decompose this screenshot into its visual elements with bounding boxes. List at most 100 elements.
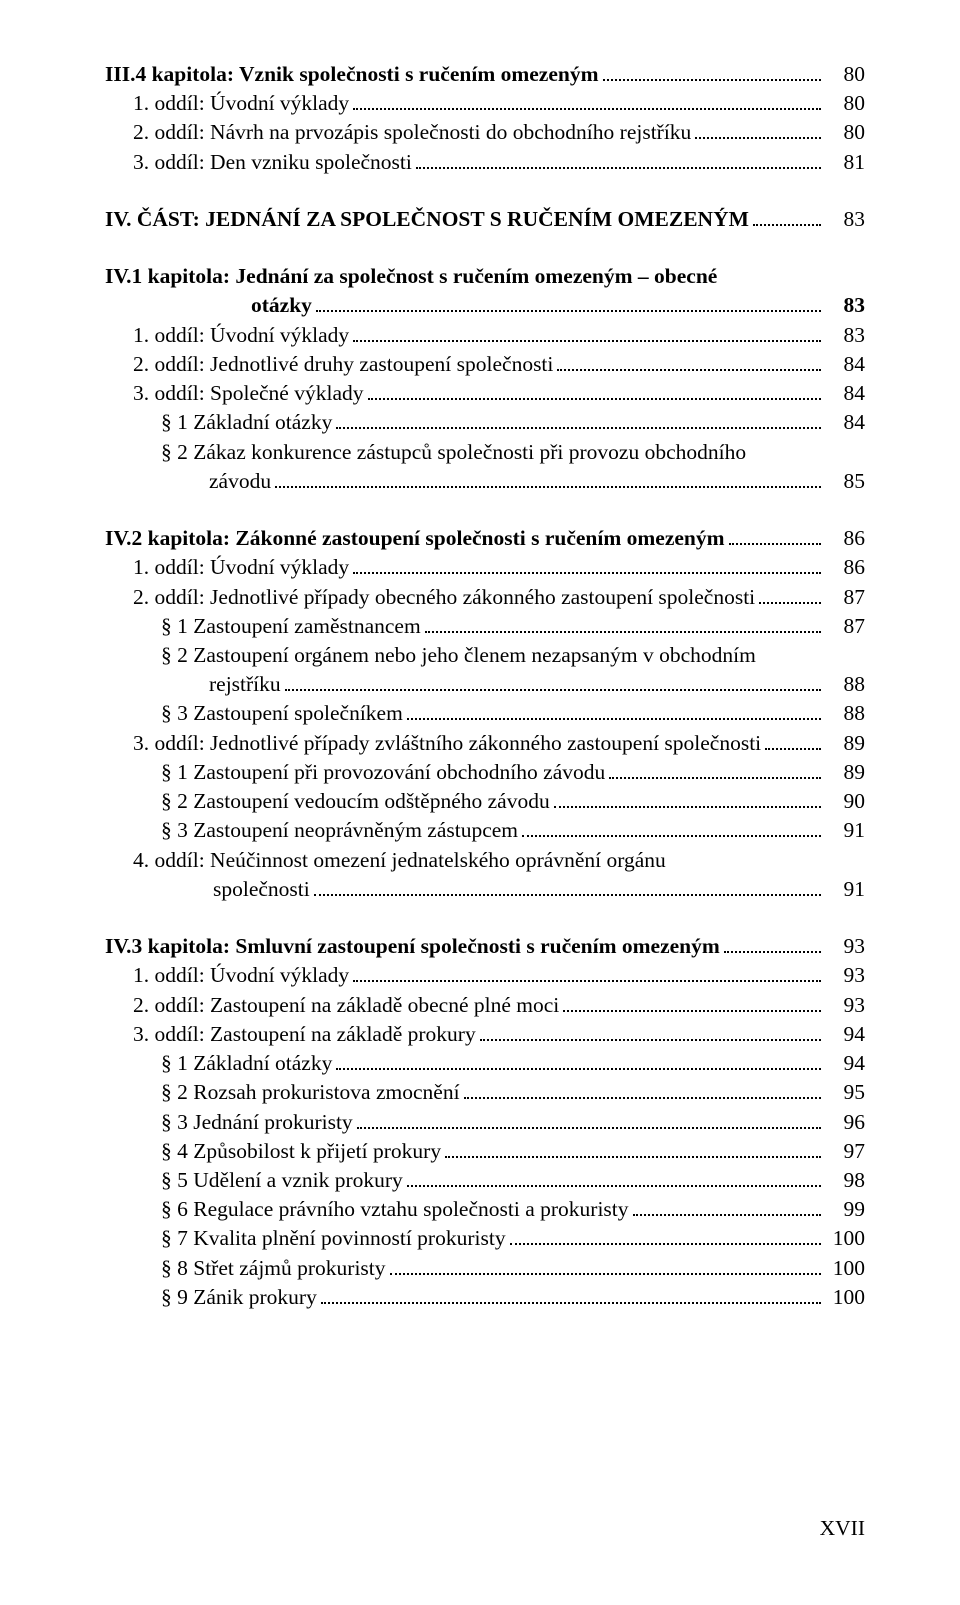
toc-page-number: 88 [825,670,865,699]
toc-subentry-label: § 1 Základní otázky [161,408,332,437]
toc-part-heading: IV. ČÁST: JEDNÁNÍ ZA SPOLEČNOST S RUČENÍ… [105,205,865,234]
toc-entry-label-cont: společnosti [213,875,310,904]
toc-subentry: § 3 Zastoupení společníkem 88 [105,699,865,728]
toc-subentry: § 1 Zastoupení při provozování obchodníh… [105,758,865,787]
toc-entry-label: 2. oddíl: Návrh na prvozápis společnosti… [133,118,691,147]
toc-entry-label: 1. oddíl: Úvodní výklady [133,89,349,118]
toc-dots [357,1109,821,1128]
toc-entry-label: 1. oddíl: Úvodní výklady [133,961,349,990]
toc-dots [480,1022,821,1041]
toc-dots [445,1139,821,1158]
toc-subentry-label: § 2 Zastoupení vedoucím odštěpného závod… [161,787,550,816]
toc-dots [321,1285,821,1304]
toc-entry: 3. oddíl: Jednotlivé případy zvláštního … [105,729,865,758]
toc-dots [522,818,821,837]
toc-dots [353,91,821,110]
toc-entry: 4. oddíl: Neúčinnost omezení jednatelské… [105,846,865,904]
toc-page-number: 100 [825,1224,865,1253]
toc-page-number: 85 [825,467,865,496]
toc-page-number: 91 [825,816,865,845]
toc-entry-label: 3. oddíl: Společné výklady [133,379,364,408]
toc-subentry-label: § 7 Kvalita plnění povinností prokuristy [161,1224,506,1253]
toc-entry: 2. oddíl: Jednotlivé případy obecného zá… [105,583,865,612]
toc-part-label: IV. ČÁST: JEDNÁNÍ ZA SPOLEČNOST S RUČENÍ… [105,205,749,234]
toc-page-number: 84 [825,408,865,437]
toc-subentry: § 2 Rozsah prokuristova zmocnění 95 [105,1078,865,1107]
toc-dots [316,293,821,312]
toc-subentry: § 9 Zánik prokury 100 [105,1283,865,1312]
toc-dots [353,322,821,341]
toc-page-number: 93 [825,991,865,1020]
toc-dots [695,120,821,139]
toc-subentry-label: § 3 Zastoupení neoprávněným zástupcem [161,816,518,845]
toc-dots [390,1255,821,1274]
toc-subentry-label: § 4 Způsobilost k přijetí prokury [161,1137,441,1166]
toc-entry-label: 1. oddíl: Úvodní výklady [133,321,349,350]
toc-subentry: § 2 Zastoupení vedoucím odštěpného závod… [105,787,865,816]
toc-subentry-label-cont: rejstříku [209,670,281,699]
toc-entry-label: 2. oddíl: Jednotlivé druhy zastoupení sp… [133,350,553,379]
toc-subentry: § 1 Základní otázky 94 [105,1049,865,1078]
toc-page-number: 86 [825,553,865,582]
toc-dots [336,1051,821,1070]
toc-page-number: 83 [825,291,865,320]
toc-subentry-label: § 6 Regulace právního vztahu společnosti… [161,1195,629,1224]
toc-page-number: 84 [825,350,865,379]
toc-page-number: 93 [825,961,865,990]
toc-page-number: 94 [825,1049,865,1078]
toc-heading-label: IV.3 kapitola: Smluvní zastoupení společ… [105,932,720,961]
toc-subentry: § 8 Střet zájmů prokuristy 100 [105,1254,865,1283]
toc-heading-label-cont: otázky [251,291,312,320]
toc-entry: 1. oddíl: Úvodní výklady 80 [105,89,865,118]
toc-dots [729,526,821,545]
toc-subentry: § 1 Základní otázky 84 [105,408,865,437]
toc-page-number: 80 [825,89,865,118]
toc-subentry-label: § 9 Zánik prokury [161,1283,317,1312]
toc-dots [314,877,821,896]
toc-page-number: 100 [825,1254,865,1283]
toc-entry-label: 2. oddíl: Zastoupení na základě obecné p… [133,991,559,1020]
toc-entry-label: 1. oddíl: Úvodní výklady [133,553,349,582]
toc-dots [554,789,821,808]
toc-dots [563,992,821,1011]
toc-dots [603,62,821,81]
toc-entry: 3. oddíl: Zastoupení na základě prokury … [105,1020,865,1049]
toc-entry: 2. oddíl: Jednotlivé druhy zastoupení sp… [105,350,865,379]
toc-entry: 3. oddíl: Společné výklady 84 [105,379,865,408]
toc-page-number: 97 [825,1137,865,1166]
toc-page-number: 94 [825,1020,865,1049]
toc-entry-label: 3. oddíl: Zastoupení na základě prokury [133,1020,476,1049]
page-number-footer: XVII [820,1514,865,1543]
toc-page-number: 89 [825,758,865,787]
toc-page-number: 80 [825,60,865,89]
toc-heading: IV.2 kapitola: Zákonné zastoupení společ… [105,524,865,553]
toc-subentry-label: § 1 Zastoupení při provozování obchodníh… [161,758,605,787]
toc-dots [407,701,821,720]
toc-entry-label: 2. oddíl: Jednotlivé případy obecného zá… [133,583,755,612]
toc-heading: IV.1 kapitola: Jednání za společnost s r… [105,262,865,320]
toc-dots [609,760,821,779]
toc-page-number: 98 [825,1166,865,1195]
toc-subentry-label: § 2 Zastoupení orgánem nebo jeho členem … [161,641,865,670]
toc-dots [724,934,821,953]
toc-subentry: § 2 Zákaz konkurence zástupců společnost… [105,438,865,496]
toc-subentry-label: § 3 Jednání prokuristy [161,1108,353,1137]
toc-dots [368,381,822,400]
toc-page-number: 93 [825,932,865,961]
toc-dots [425,614,821,633]
toc-entry: 1. oddíl: Úvodní výklady 86 [105,553,865,582]
toc-entry-label: 3. oddíl: Den vzniku společnosti [133,148,412,177]
toc-heading-label: IV.2 kapitola: Zákonné zastoupení společ… [105,524,725,553]
toc-page-number: 83 [825,205,865,234]
toc-dots [759,584,821,603]
toc-dots [285,672,821,691]
toc-entry: 2. oddíl: Zastoupení na základě obecné p… [105,991,865,1020]
toc-heading: IV.3 kapitola: Smluvní zastoupení společ… [105,932,865,961]
toc-page-number: 84 [825,379,865,408]
toc-subentry: § 4 Způsobilost k přijetí prokury 97 [105,1137,865,1166]
toc-subentry-label: § 2 Zákaz konkurence zástupců společnost… [161,438,865,467]
document-page: III.4 kapitola: Vznik společnosti s ruče… [0,0,960,1605]
toc-dots [353,963,821,982]
toc-heading-label: IV.1 kapitola: Jednání za společnost s r… [105,262,865,291]
toc-entry: 1. oddíl: Úvodní výklady 93 [105,961,865,990]
